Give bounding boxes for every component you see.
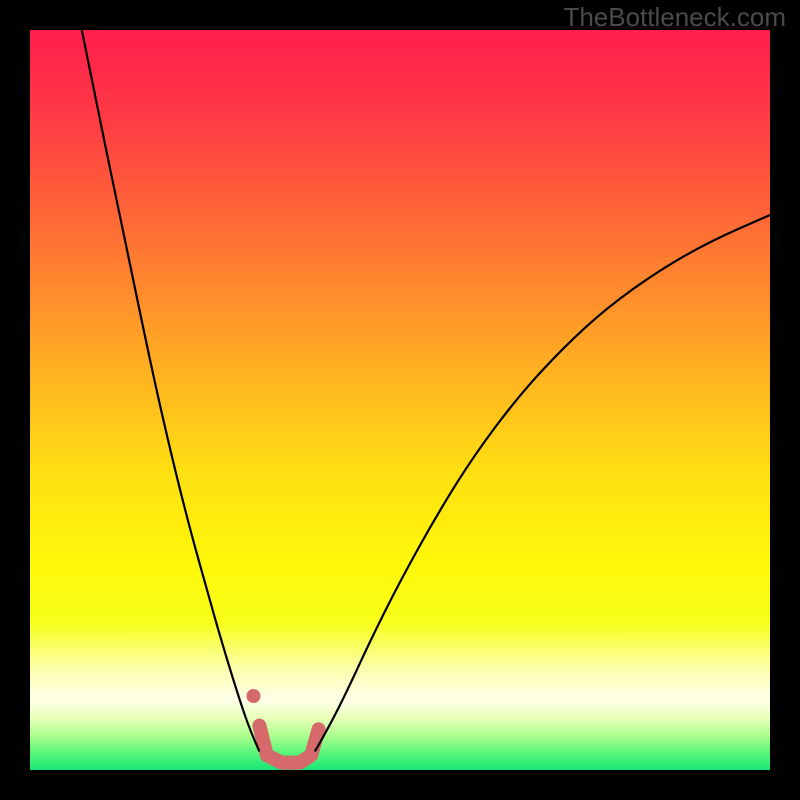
- plot-svg: [30, 30, 770, 770]
- marker-dot: [246, 689, 260, 703]
- watermark-text: TheBottleneck.com: [563, 2, 786, 33]
- figure-root: TheBottleneck.com: [0, 0, 800, 800]
- plot-area: [30, 30, 770, 770]
- gradient-background: [30, 30, 770, 770]
